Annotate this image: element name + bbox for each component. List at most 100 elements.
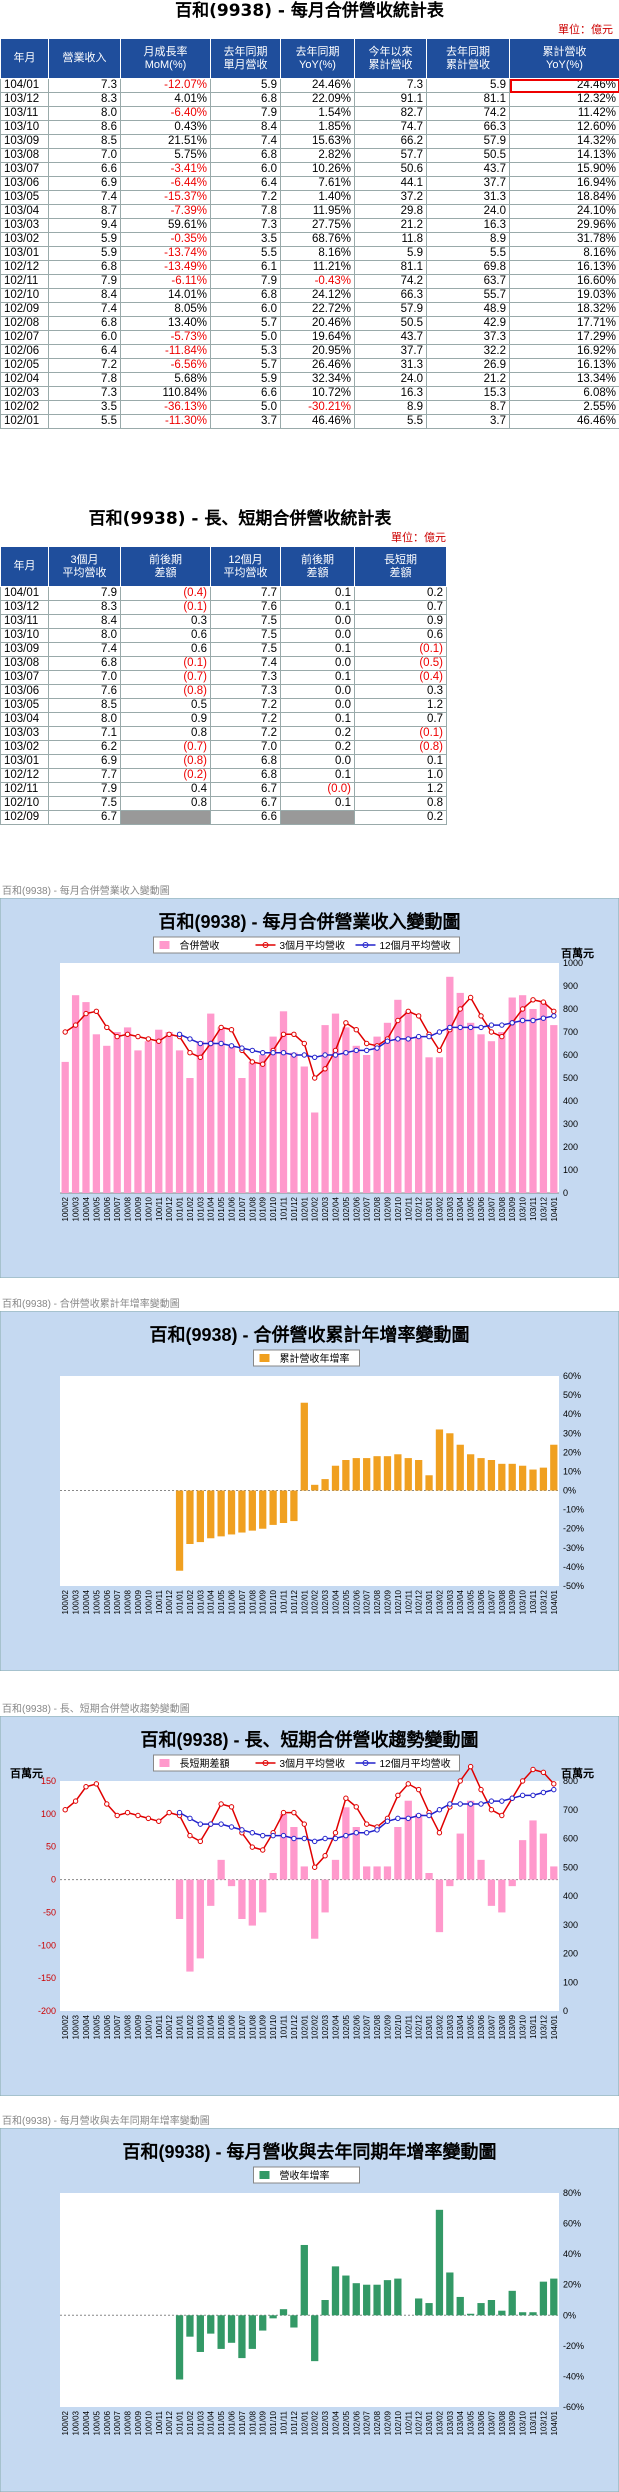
table-cell: 2.82% <box>280 148 355 163</box>
table2-header-3: 12個月 平均營收 <box>210 546 281 587</box>
table-cell: 0.2 <box>354 586 447 601</box>
x-tick-label: 101/07 <box>238 2014 247 2039</box>
x-tick-label: 102/12 <box>415 1196 424 1221</box>
bar <box>487 1460 496 1491</box>
x-tick-label: 103/04 <box>456 2014 465 2039</box>
bar <box>342 1027 350 1193</box>
table-cell: 82.7 <box>354 106 427 121</box>
bar <box>550 2278 558 2316</box>
point <box>311 1054 318 1061</box>
x-tick-label: 102/04 <box>331 1196 340 1221</box>
bar <box>415 1036 423 1193</box>
legend-marker <box>262 1760 269 1766</box>
x-tick-label: 103/11 <box>529 1196 538 1220</box>
x-tick-label: 101/02 <box>186 2014 195 2039</box>
table-row: 103/05 7.4 -15.37% 7.2 1.40% 37.2 31.3 18.84% <box>0 190 619 205</box>
x-tick-label: 101/10 <box>269 1589 278 1614</box>
x-tick-label: 101/10 <box>269 2014 278 2039</box>
table-cell: 10.26% <box>280 162 355 177</box>
table-cell: -15.37% <box>120 190 211 205</box>
point <box>166 1031 172 1038</box>
table-cell: 0.0 <box>280 628 355 643</box>
x-tick-label: 102/06 <box>352 2410 361 2435</box>
table-cell: 0.9 <box>120 712 211 727</box>
x-tick-label: 101/08 <box>248 2410 257 2435</box>
table-cell: 26.46% <box>280 358 355 373</box>
point <box>249 1059 256 1065</box>
x-tick-label: 103/10 <box>519 1589 528 1614</box>
table-cell: 8.0 <box>48 628 121 643</box>
bar <box>456 2296 464 2316</box>
y-tick-label: 400 <box>563 1096 578 1106</box>
x-tick-label: 102/10 <box>394 1589 403 1614</box>
y-tick-label: 400 <box>563 1891 578 1901</box>
table-cell: 102/09 <box>0 302 49 317</box>
x-tick-label: 101/03 <box>196 2014 205 2039</box>
table-cell: 31.3 <box>426 190 510 205</box>
point <box>374 1045 380 1051</box>
x-tick-label: 100/02 <box>61 1196 70 1221</box>
table-cell: (0.4) <box>354 670 447 685</box>
bar <box>446 976 454 1193</box>
bar <box>227 1045 236 1193</box>
table-row: 102/02 3.5 -36.13% 5.0 -30.21% 8.9 8.7 2.55% <box>0 400 619 415</box>
point <box>145 1036 152 1042</box>
y-tick-label: 0% <box>563 2310 576 2320</box>
table-cell: 8.9 <box>426 232 510 247</box>
x-tick-label: 101/12 <box>290 1196 299 1221</box>
point <box>353 1027 359 1033</box>
table-cell: 7.9 <box>210 274 281 289</box>
bar <box>321 1879 329 1913</box>
table-cell: 0.1 <box>280 796 355 811</box>
y-tick-label: 20% <box>563 1447 581 1457</box>
table-cell: 55.7 <box>426 288 510 303</box>
x-tick-label: 101/11 <box>280 2410 289 2434</box>
x-tick-label: 101/09 <box>259 2410 268 2435</box>
point <box>488 1022 495 1028</box>
point <box>467 1763 474 1770</box>
point <box>374 1827 380 1833</box>
table-cell: 59.61% <box>120 218 211 233</box>
table-cell: 103/08 <box>0 148 49 163</box>
table-row: 103/12 8.3 (0.1) 7.6 0.1 0.7 <box>0 600 447 615</box>
table-cell: 103/10 <box>0 120 49 135</box>
x-tick-label: 103/09 <box>508 2410 517 2435</box>
y-tick-label: -10% <box>563 1505 584 1515</box>
monthly-revenue-table: 年月 營業收入 月成長率 MoM(%) 去年同期 單月營收 去年同期 YoY(%) 今年以… <box>0 38 619 429</box>
bar <box>352 1045 360 1193</box>
table-cell: 0.2 <box>354 810 447 825</box>
x-tick-label: 103/07 <box>487 1589 496 1614</box>
table-cell: 7.3 <box>210 684 281 699</box>
bar <box>155 1029 163 1193</box>
table-cell: 6.0 <box>210 162 281 177</box>
bar <box>165 1032 173 1193</box>
point <box>405 1815 411 1822</box>
bar <box>196 1041 204 1193</box>
bar <box>425 2303 433 2316</box>
x-tick-label: 103/09 <box>508 2014 517 2039</box>
table-row: 103/01 6.9 (0.8) 6.8 0.0 0.1 <box>0 754 447 769</box>
bar <box>352 1827 360 1880</box>
point <box>135 1033 141 1040</box>
table-cell: 8.5 <box>48 134 121 149</box>
table-cell: -30.21% <box>280 400 355 415</box>
y-tick-label: 200 <box>563 1142 578 1152</box>
table-cell: -6.44% <box>120 176 211 191</box>
table-cell: 4.01% <box>120 92 211 107</box>
point <box>499 1022 505 1028</box>
table2-header-2: 前後期 差額 <box>120 546 211 587</box>
bar <box>363 1458 371 1491</box>
table-cell: 102/06 <box>0 344 49 359</box>
bar <box>186 1879 194 1972</box>
bar <box>466 2313 475 2316</box>
bar <box>259 1879 267 1913</box>
table-cell: 7.0 <box>210 740 281 755</box>
table-cell: 26.9 <box>426 358 510 373</box>
table-row: 102/10 8.4 14.01% 6.8 24.12% 66.3 55.7 19.03% <box>0 288 619 303</box>
table-cell: 6.7 <box>48 810 121 825</box>
y-tick-label: 500 <box>563 1862 578 1872</box>
table-row: 103/10 8.6 0.43% 8.4 1.85% 74.7 66.3 12.60% <box>0 120 619 135</box>
bar <box>363 1055 371 1193</box>
bar <box>529 1820 537 1880</box>
bar <box>435 1429 444 1491</box>
